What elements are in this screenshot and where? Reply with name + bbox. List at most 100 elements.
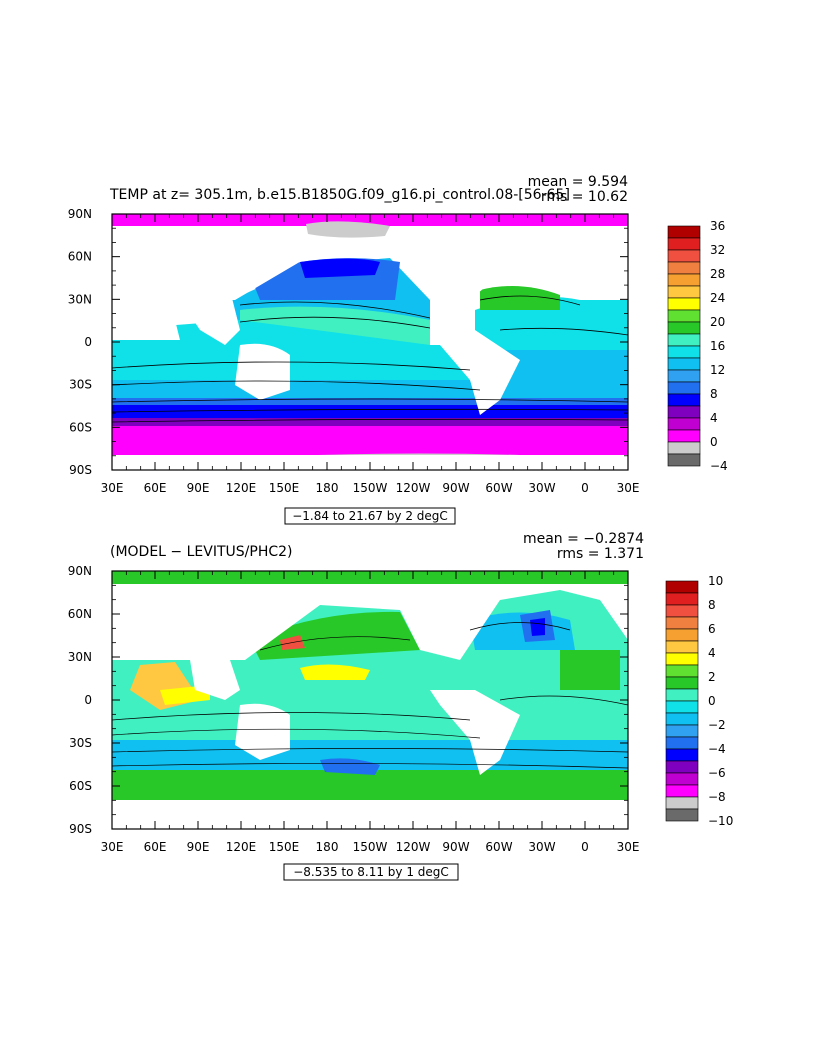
colorbar: 36 32 28 24 20 16 12 8 4 0 −4: [667, 219, 728, 473]
latitude-label: 30S: [69, 378, 92, 392]
colorbar-label: 28: [710, 267, 725, 281]
colorbar-label: −2: [708, 718, 726, 732]
longitude-label: 30E: [101, 481, 124, 495]
colorbar-label: 2: [708, 670, 716, 684]
colorbar-label: −4: [708, 742, 726, 756]
tick-marks: [111, 570, 629, 830]
colorbar-swatch: [667, 225, 701, 239]
colorbar-label: 6: [708, 622, 716, 636]
longitude-label: 150W: [353, 840, 388, 854]
colorbar-swatch: [667, 369, 701, 383]
colorbar-swatch: [667, 333, 701, 347]
colorbar-label: 4: [708, 646, 716, 660]
ocean-field: [112, 571, 628, 829]
longitude-label: 120W: [396, 481, 431, 495]
latitude-label: 90N: [68, 207, 92, 221]
colorbar: 10 8 6 4 2 0 −2 −4 −6 −8 −10: [665, 574, 733, 828]
colorbar-swatch: [665, 760, 699, 774]
latitude-label: 30S: [69, 736, 92, 750]
colorbar-swatch: [665, 676, 699, 690]
latitude-labels: 90N 60N 30N 0 30S 60S 90S: [68, 207, 92, 477]
rms-label: rms = 10.62: [541, 189, 628, 205]
colorbar-swatch: [665, 604, 699, 618]
longitude-label: 60E: [144, 840, 167, 854]
colorbar-swatch: [665, 784, 699, 798]
longitude-label: 90W: [442, 840, 469, 854]
colorbar-swatch: [665, 736, 699, 750]
latitude-label: 60N: [68, 250, 92, 264]
colorbar-swatch: [667, 309, 701, 323]
colorbar-swatch: [667, 249, 701, 263]
latitude-label: 90S: [69, 822, 92, 836]
colorbar-swatch: [665, 700, 699, 714]
colorbar-swatch: [667, 417, 701, 431]
colorbar-label: 10: [708, 574, 723, 588]
colorbar-swatch: [665, 628, 699, 642]
difference-panel: (MODEL − LEVITUS/PHC2) mean = −0.2874 rm…: [68, 531, 733, 881]
contour-info: −8.535 to 8.11 by 1 degC: [293, 865, 449, 879]
colorbar-label: 16: [710, 339, 725, 353]
longitude-label: 180: [316, 481, 339, 495]
colorbar-swatch: [667, 357, 701, 371]
colorbar-label: 0: [710, 435, 718, 449]
colorbar-swatch: [667, 273, 701, 287]
longitude-label: 120W: [396, 840, 431, 854]
colorbar-label: −6: [708, 766, 726, 780]
colorbar-swatch: [667, 345, 701, 359]
colorbar-swatch: [665, 652, 699, 666]
colorbar-label: −8: [708, 790, 726, 804]
longitude-label: 90E: [187, 481, 210, 495]
panel-title: (MODEL − LEVITUS/PHC2): [110, 544, 293, 560]
colorbar-swatch: [665, 724, 699, 738]
colorbar-swatch: [665, 688, 699, 702]
colorbar-label: 24: [710, 291, 725, 305]
longitude-label: 0: [581, 840, 589, 854]
longitude-label: 150W: [353, 481, 388, 495]
colorbar-swatch: [665, 796, 699, 810]
contour-info-box: [284, 507, 456, 525]
colorbar-swatch: [667, 381, 701, 395]
longitude-label: 30W: [528, 481, 555, 495]
latitude-label: 0: [84, 335, 92, 349]
longitude-labels: 30E 60E 90E 120E 150E 180 150W 120W 90W 60W 30W 0 30…: [101, 840, 640, 854]
latitude-label: 90N: [68, 564, 92, 578]
colorbar-label: −4: [710, 459, 728, 473]
latitude-label: 30N: [68, 292, 92, 306]
colorbar-swatch: [667, 441, 701, 455]
longitude-label: 60E: [144, 481, 167, 495]
colorbar-swatch: [667, 429, 701, 443]
latitude-labels: 90N 60N 30N 0 30S 60S 90S: [68, 564, 92, 836]
colorbar-swatch: [667, 237, 701, 251]
colorbar-swatch: [665, 664, 699, 678]
colorbar-swatch: [667, 453, 701, 467]
longitude-label: 120E: [226, 840, 257, 854]
longitude-label: 90W: [442, 481, 469, 495]
latitude-label: 60N: [68, 607, 92, 621]
colorbar-swatch: [665, 808, 699, 822]
colorbar-label: 12: [710, 363, 725, 377]
longitude-label: 60W: [485, 840, 512, 854]
colorbar-swatch: [665, 772, 699, 786]
colorbar-label: 0: [708, 694, 716, 708]
longitude-label: 90E: [187, 840, 210, 854]
panel-title: TEMP at z= 305.1m, b.e15.B1850G.f09_g16.…: [109, 187, 570, 203]
longitude-label: 30E: [617, 481, 640, 495]
colorbar-swatch: [665, 592, 699, 606]
colorbar-swatch: [667, 321, 701, 335]
contour-info-box: [283, 863, 459, 881]
rms-label: rms = 1.371: [557, 546, 644, 562]
latitude-label: 0: [84, 693, 92, 707]
contour-info: −1.84 to 21.67 by 2 degC: [292, 509, 448, 523]
latitude-label: 60S: [69, 420, 92, 434]
colorbar-swatch: [665, 616, 699, 630]
mean-label: mean = −0.2874: [523, 531, 644, 547]
colorbar-label: 20: [710, 315, 725, 329]
longitude-label: 150E: [269, 840, 300, 854]
longitude-label: 60W: [485, 481, 512, 495]
colorbar-label: 8: [710, 387, 718, 401]
longitude-label: 150E: [269, 481, 300, 495]
colorbar-label: 36: [710, 219, 725, 233]
longitude-label: 30E: [617, 840, 640, 854]
latitude-label: 30N: [68, 650, 92, 664]
